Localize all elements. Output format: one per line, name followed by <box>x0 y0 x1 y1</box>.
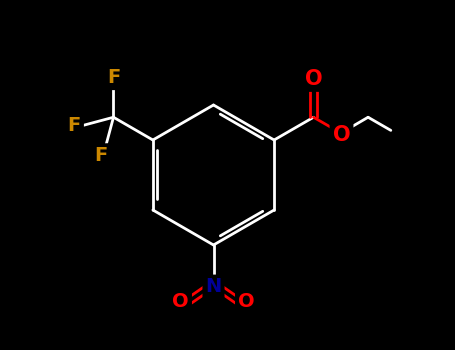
Text: F: F <box>107 68 120 87</box>
Text: O: O <box>238 292 255 312</box>
Text: O: O <box>305 69 322 89</box>
Text: O: O <box>172 292 189 312</box>
Text: F: F <box>95 146 108 165</box>
Text: O: O <box>333 125 350 145</box>
Text: F: F <box>68 116 81 135</box>
Text: N: N <box>205 278 222 296</box>
